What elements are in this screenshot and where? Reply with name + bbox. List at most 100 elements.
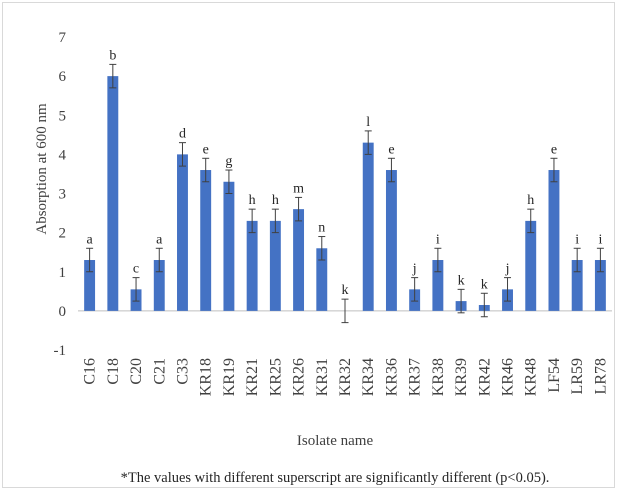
x-axis-labels: C16 C18 C20 C21 C33 KR18 KR19 KR21 KR25 KR26 KR31 K… [82, 358, 610, 396]
significance-letter: i [436, 232, 440, 247]
significance-letter: e [203, 142, 209, 157]
x-tick-label: KR39 [453, 358, 470, 396]
significance-letter: d [179, 127, 186, 142]
y-axis-title: Absorption at 600 nm [34, 103, 50, 235]
error-bar [178, 142, 186, 167]
error-bar [387, 157, 395, 183]
x-tick-label: KR18 [198, 358, 215, 396]
error-bar [457, 288, 465, 314]
significance-letter: e [551, 142, 557, 157]
y-tick-label: 7 [59, 30, 67, 46]
error-bars [86, 63, 604, 324]
x-tick-label: KR25 [267, 358, 284, 396]
error-bar [86, 247, 94, 273]
error-bar [271, 208, 279, 234]
x-tick-label: KR32 [337, 358, 354, 396]
error-bar [225, 169, 233, 194]
significance-letter: h [249, 193, 256, 208]
x-tick-label: C20 [128, 358, 145, 385]
bar [177, 154, 188, 311]
y-tick-label: 6 [59, 69, 67, 85]
significance-letter: h [527, 193, 534, 208]
error-bar [155, 247, 163, 273]
x-tick-label: LR78 [592, 358, 609, 394]
x-tick-label: KR42 [476, 358, 493, 396]
significance-letter: g [225, 154, 232, 169]
significance-letter: k [481, 277, 488, 292]
x-tick-label: KR37 [407, 358, 424, 396]
x-tick-label: C16 [82, 358, 99, 385]
significance-letter: i [575, 232, 579, 247]
x-tick-label: LR59 [569, 358, 586, 394]
bar [432, 260, 444, 311]
error-bar [248, 208, 256, 234]
y-tick-label: 1 [59, 265, 67, 281]
significance-letter: b [109, 48, 116, 63]
error-bar [295, 196, 303, 222]
significance-letter: j [505, 262, 510, 277]
error-bar [109, 63, 117, 89]
y-tick-label: 3 [59, 187, 67, 203]
error-bar [364, 130, 372, 155]
bar [200, 170, 212, 311]
bar [84, 260, 96, 311]
y-tick-label: 4 [59, 147, 67, 163]
x-tick-label: C21 [151, 358, 168, 385]
error-bar [573, 247, 581, 273]
error-bar [596, 247, 604, 273]
x-tick-label: KR46 [500, 358, 517, 396]
bar [223, 181, 235, 311]
x-tick-label: KR34 [360, 358, 377, 396]
bar [153, 260, 165, 311]
error-bar [480, 292, 488, 318]
error-bar [411, 277, 419, 302]
y-tick-label: 5 [59, 108, 67, 124]
x-axis-title: Isolate name [297, 433, 374, 449]
x-tick-label: KR19 [221, 358, 238, 396]
significance-letter: c [133, 262, 139, 277]
bar [594, 260, 606, 311]
significance-letter: n [318, 221, 325, 236]
footnote: *The values with different superscript a… [121, 470, 550, 486]
bar [269, 220, 281, 311]
x-tick-label: C33 [174, 358, 191, 385]
x-tick-label: KR26 [291, 358, 308, 396]
significance-letter: h [272, 193, 279, 208]
significance-letter: m [293, 181, 304, 196]
significance-letter: k [458, 273, 465, 288]
significance-letter: i [598, 232, 602, 247]
bar [316, 248, 328, 311]
significance-letter: a [86, 232, 93, 247]
x-tick-label: C18 [105, 358, 122, 385]
y-tick-label: 2 [59, 226, 67, 242]
bar [246, 220, 258, 311]
bar [548, 170, 560, 311]
error-bar [341, 298, 349, 324]
significance-letter: e [388, 142, 394, 157]
chart-frame [2, 2, 615, 488]
bar [385, 170, 397, 311]
error-bar [434, 247, 442, 273]
x-tick-label: KR21 [244, 358, 261, 396]
x-tick-label: KR38 [430, 358, 447, 396]
significance-letter: k [342, 283, 349, 298]
significance-letter: a [156, 232, 163, 247]
error-bar [132, 277, 140, 302]
x-tick-label: KR48 [523, 358, 540, 396]
error-bar [527, 208, 535, 234]
y-axis-ticks: -1 0 1 2 3 4 5 6 7 [54, 30, 67, 359]
bar [571, 260, 583, 311]
bar [525, 220, 537, 311]
x-tick-label: KR36 [383, 358, 400, 396]
significance-letter: l [366, 115, 370, 130]
y-tick-label: -1 [54, 343, 67, 359]
x-tick-label: LF54 [546, 358, 563, 393]
y-tick-label: 0 [59, 304, 67, 320]
error-bar [318, 236, 326, 261]
significance-letter: j [412, 262, 417, 277]
x-tick-label: KR31 [314, 358, 331, 396]
bars [84, 76, 606, 311]
error-bar [550, 157, 558, 183]
